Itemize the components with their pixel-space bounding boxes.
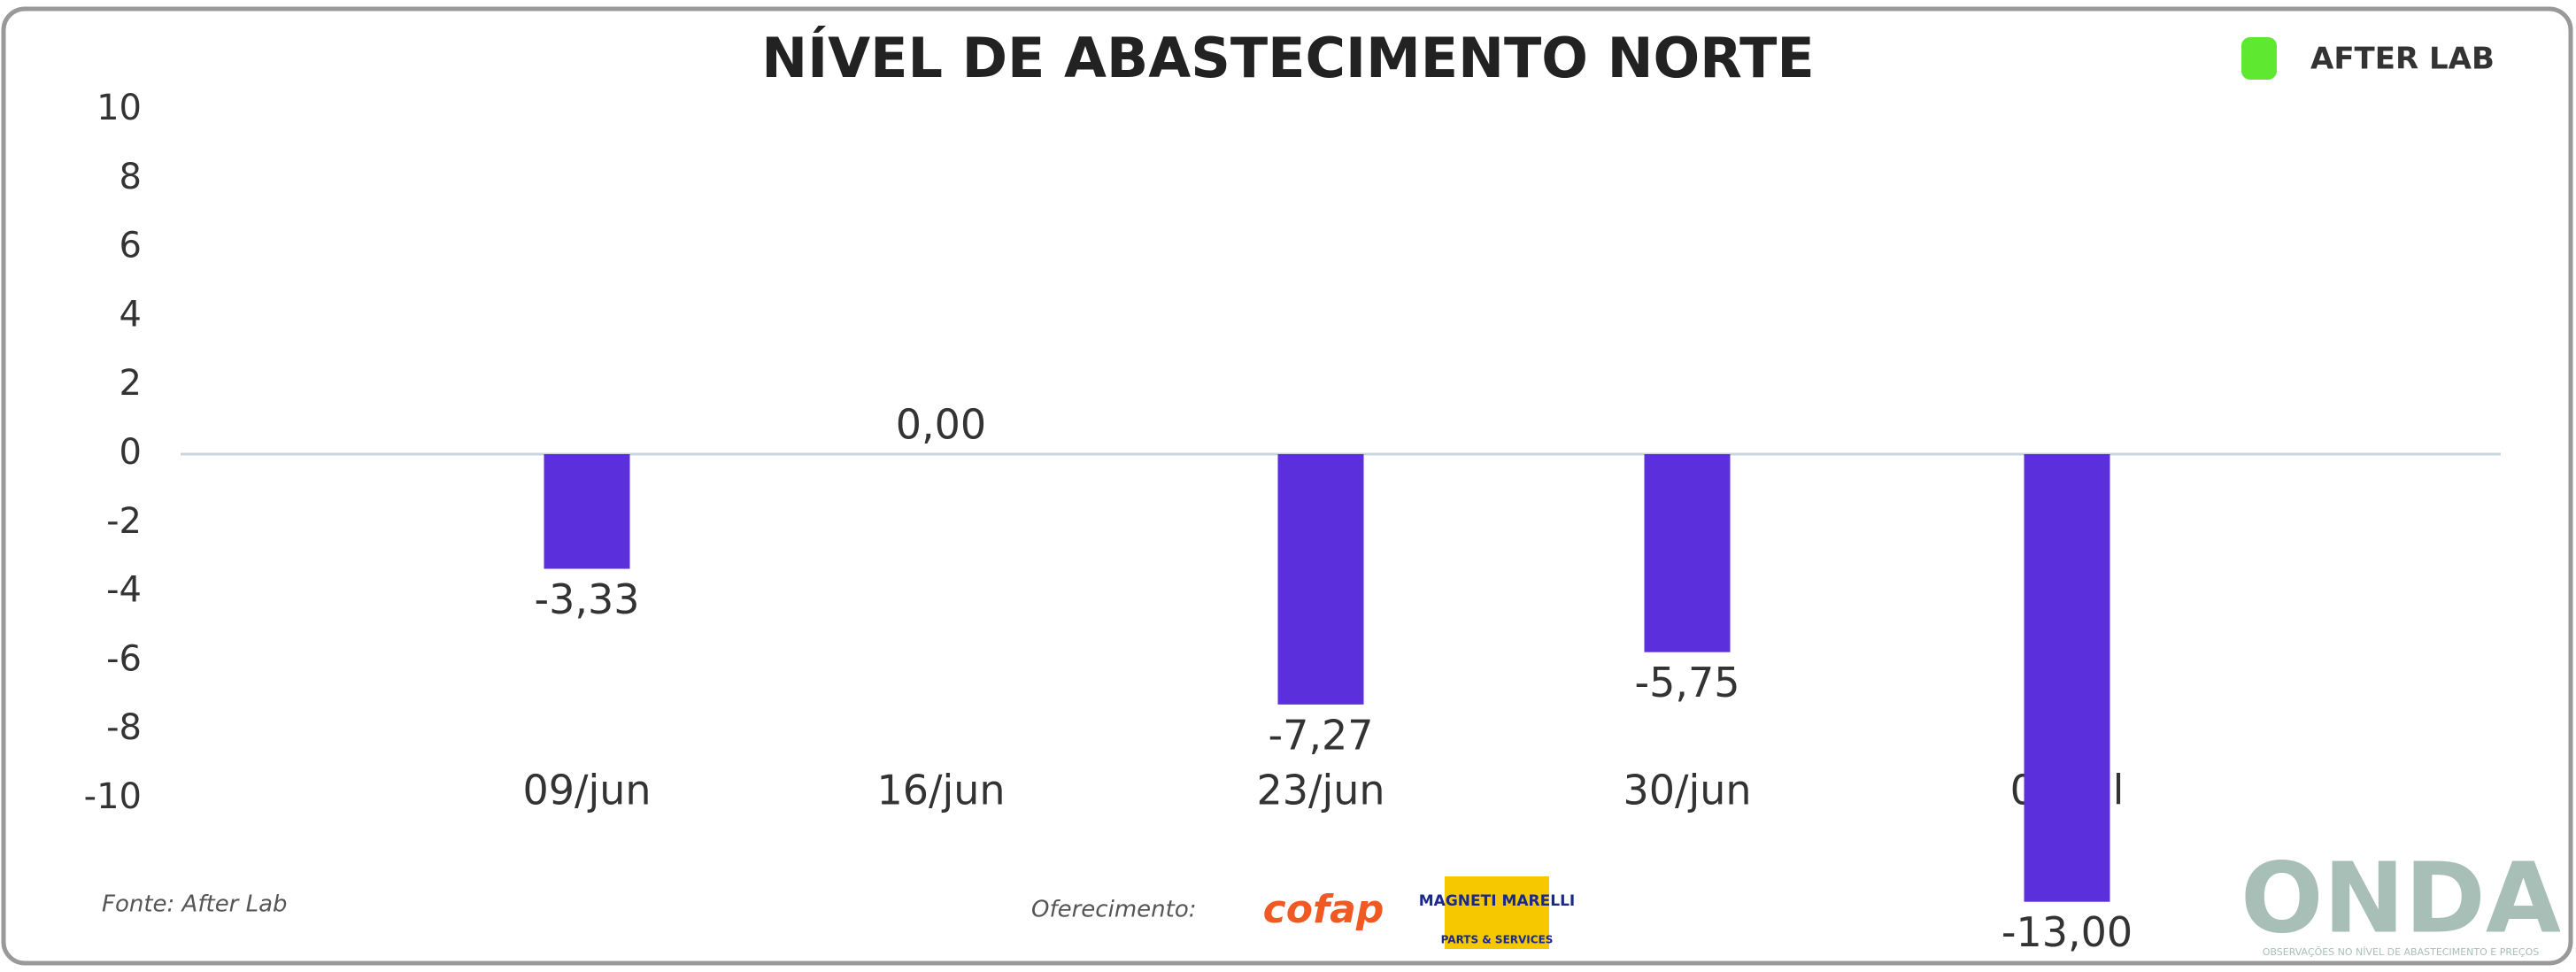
value-label: -7,27 (1268, 711, 1373, 759)
y-tick-label: 10 (96, 88, 142, 128)
sponsor-cofap: cofap (1263, 887, 1384, 932)
y-tick-label: -6 (106, 638, 142, 679)
y-tick-label: -10 (84, 776, 142, 817)
x-tick-label: 30/jun (1623, 767, 1751, 814)
bar (1277, 454, 1364, 705)
sponsor-parts: PARTS & SERVICES (1441, 934, 1554, 946)
source: Fonte: After Lab (102, 891, 288, 918)
value-label: -13,00 (2001, 908, 2133, 956)
footer-logo: ONDA (2241, 841, 2561, 954)
chart-title: NÍVEL DE ABASTECIMENTO NORTE (761, 26, 1815, 90)
y-tick-label: -2 (106, 501, 142, 542)
bar (2024, 454, 2110, 902)
y-tick-label: 8 (120, 157, 142, 197)
sponsor-box (1445, 876, 1549, 949)
brand: AFTER LAB (2310, 42, 2495, 77)
sponsor-magneti: MAGNETI MARELLI (1419, 892, 1575, 910)
y-tick-label: -4 (106, 570, 142, 611)
y-tick-label: 2 (120, 363, 142, 404)
footer-tagline: OBSERVAÇÕES NO NÍVEL DE ABASTECIMENTO E … (2263, 946, 2540, 958)
bar (544, 454, 630, 569)
y-tick-label: 0 (120, 432, 142, 473)
bar (1644, 454, 1731, 652)
y-tick-label: 4 (120, 294, 142, 335)
sponsor-label: Oferecimento: (1031, 897, 1196, 923)
x-tick-label: 09/jun (522, 767, 651, 814)
y-tick-label: 6 (120, 226, 142, 266)
y-tick-label: -8 (106, 707, 142, 748)
value-label: -3,33 (534, 575, 639, 623)
brand-icon (2241, 37, 2277, 80)
x-tick-label: 23/jun (1256, 767, 1384, 814)
x-tick-label: 16/jun (876, 767, 1005, 814)
value-label: -5,75 (1634, 659, 1739, 706)
value-label: 0,00 (896, 401, 986, 449)
